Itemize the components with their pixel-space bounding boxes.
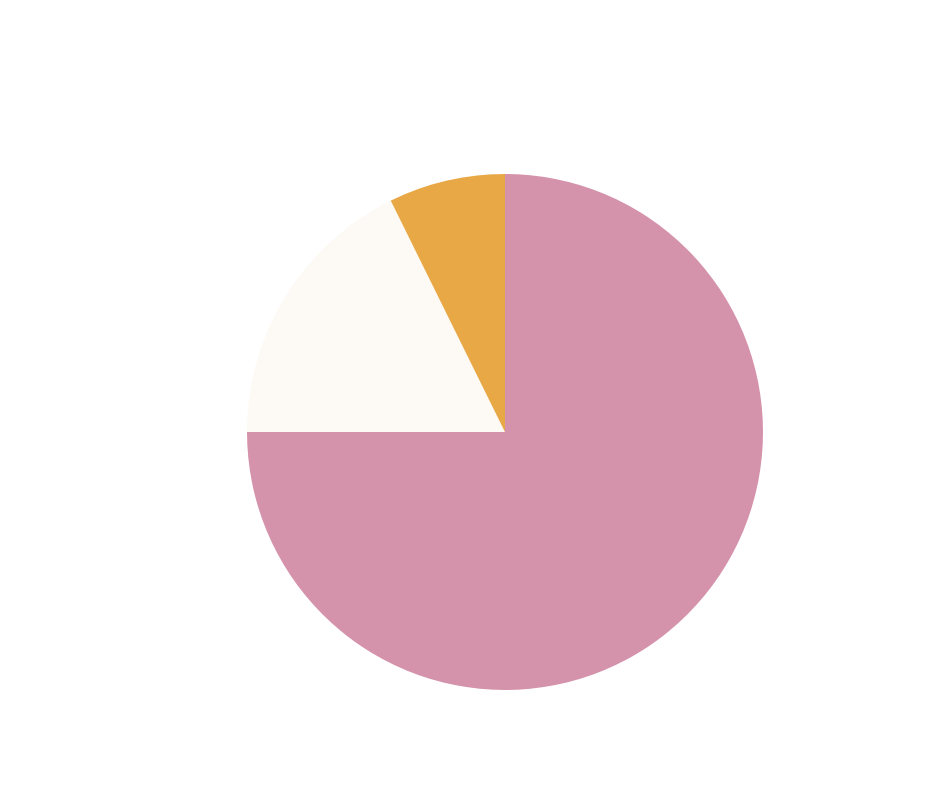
pie-slice — [390, 174, 505, 432]
pie-slice — [247, 200, 505, 432]
